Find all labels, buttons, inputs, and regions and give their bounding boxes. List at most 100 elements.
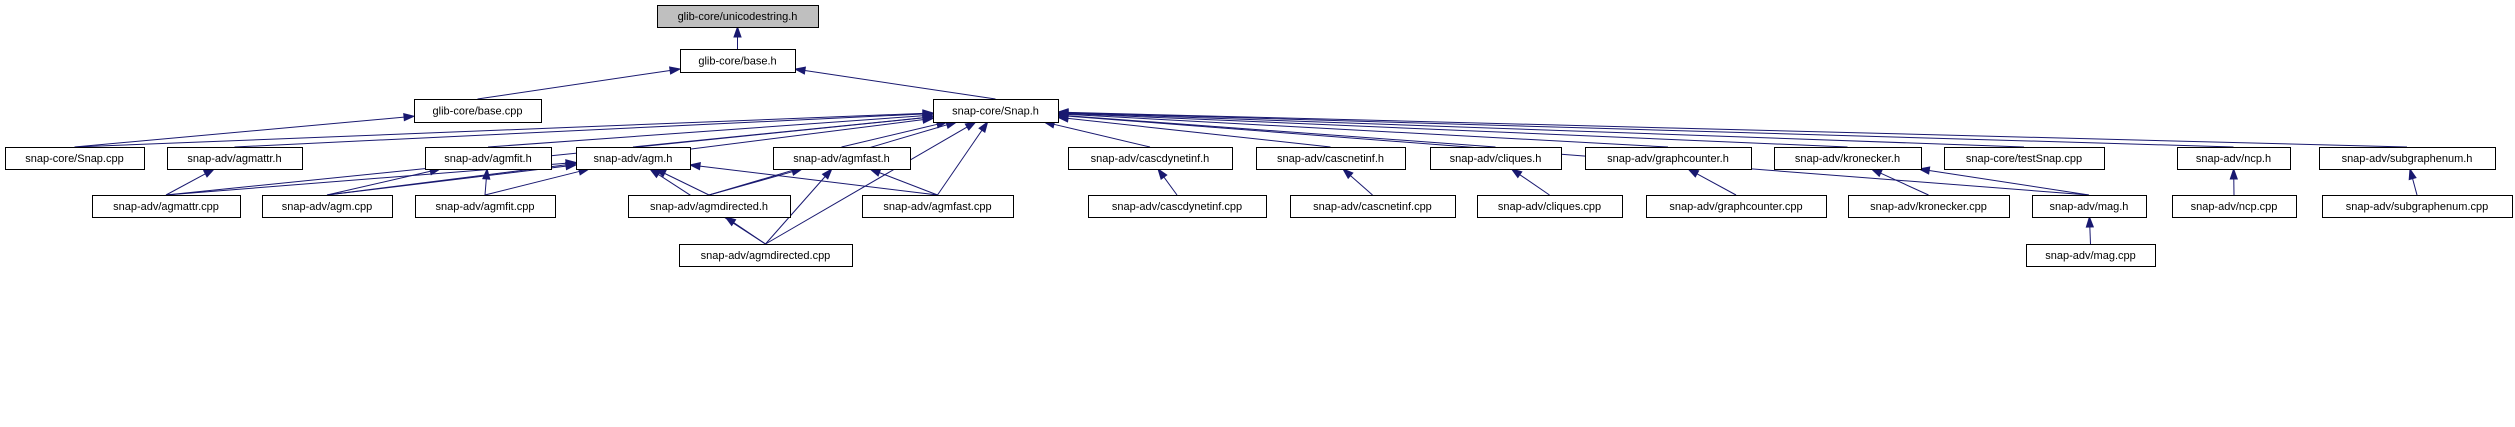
arrowhead-icon bbox=[1686, 168, 1700, 178]
node-box bbox=[576, 147, 691, 170]
node-box bbox=[415, 195, 556, 218]
node-snap-adv-cascnetinf-cpp[interactable]: snap-adv/cascnetinf.cpp bbox=[1290, 195, 1456, 218]
edge-snap-adv-agmattr-cpp-to-snap-adv-agmattr-h bbox=[165, 173, 206, 196]
edge-snap-adv-agmdirected-cpp-to-snap-core-snap-h bbox=[765, 126, 968, 245]
node-snap-adv-agmdirected-cpp[interactable]: snap-adv/agmdirected.cpp bbox=[679, 244, 853, 267]
node-snap-adv-kronecker-cpp[interactable]: snap-adv/kronecker.cpp bbox=[1848, 195, 2010, 218]
arrowhead-icon bbox=[482, 167, 491, 180]
node-snap-adv-cliques-cpp[interactable]: snap-adv/cliques.cpp bbox=[1477, 195, 1623, 218]
node-snap-adv-agmfit-h[interactable]: snap-adv/agmfit.h bbox=[425, 147, 552, 170]
node-box bbox=[680, 49, 796, 73]
edge-snap-adv-subgraphenum-cpp-to-snap-adv-subgraphenum-h bbox=[2412, 178, 2418, 196]
node-label: snap-core/testSnap.cpp bbox=[1966, 153, 2082, 165]
node-snap-adv-agm-cpp[interactable]: snap-adv/agm.cpp bbox=[262, 195, 393, 218]
node-snap-adv-subgraphenum-cpp[interactable]: snap-adv/subgraphenum.cpp bbox=[2322, 195, 2513, 218]
node-label: snap-adv/subgraphenum.cpp bbox=[2346, 201, 2488, 213]
node-snap-adv-mag-h[interactable]: snap-adv/mag.h bbox=[2032, 195, 2147, 218]
arrowhead-icon bbox=[1056, 111, 1069, 121]
edges-layer bbox=[74, 25, 2418, 245]
node-box bbox=[1848, 195, 2010, 218]
edge-snap-adv-agmdirected-h-to-snap-adv-agmfast-h bbox=[708, 171, 793, 196]
node-snap-core-testsnap-cpp[interactable]: snap-core/testSnap.cpp bbox=[1944, 147, 2105, 170]
node-snap-adv-ncp-cpp[interactable]: snap-adv/ncp.cpp bbox=[2172, 195, 2297, 218]
node-snap-adv-mag-cpp[interactable]: snap-adv/mag.cpp bbox=[2026, 244, 2156, 267]
node-box bbox=[1088, 195, 1267, 218]
node-glib-core-base-cpp[interactable]: glib-core/base.cpp bbox=[414, 99, 542, 123]
edge-snap-adv-cascnetinf-cpp-to-snap-adv-cascnetinf-h bbox=[1350, 175, 1373, 196]
edge-snap-adv-agmattr-h-to-snap-core-snap-h bbox=[234, 113, 924, 148]
node-box bbox=[92, 195, 241, 218]
node-label: snap-adv/ncp.cpp bbox=[2191, 201, 2278, 213]
node-snap-core-snap-h[interactable]: snap-core/Snap.h bbox=[933, 99, 1059, 123]
node-label: snap-adv/agm.h bbox=[594, 153, 673, 165]
node-snap-adv-kronecker-h[interactable]: snap-adv/kronecker.h bbox=[1774, 147, 1922, 170]
node-label: snap-adv/mag.cpp bbox=[2045, 250, 2136, 262]
edge-snap-adv-agmfit-cpp-to-snap-adv-agmfit-h bbox=[484, 178, 487, 196]
node-box bbox=[679, 244, 853, 267]
node-box bbox=[2172, 195, 2297, 218]
node-label: snap-adv/ncp.h bbox=[2196, 153, 2271, 165]
edge-snap-adv-cascdynetinf-cpp-to-snap-adv-cascdynetinf-h bbox=[1163, 176, 1178, 196]
nodes-layer: glib-core/unicodestring.h glib-core/base.… bbox=[5, 5, 2513, 267]
node-box bbox=[2177, 147, 2291, 170]
node-snap-adv-graphcounter-h[interactable]: snap-adv/graphcounter.h bbox=[1585, 147, 1752, 170]
node-snap-adv-agmdirected-h[interactable]: snap-adv/agmdirected.h bbox=[628, 195, 791, 218]
node-snap-adv-agmfast-h[interactable]: snap-adv/agmfast.h bbox=[773, 147, 911, 170]
arrowhead-icon bbox=[978, 120, 989, 134]
node-glib-core-base-h[interactable]: glib-core/base.h bbox=[680, 49, 796, 73]
node-label: snap-adv/agmfast.h bbox=[793, 153, 890, 165]
node-snap-adv-agmattr-cpp[interactable]: snap-adv/agmattr.cpp bbox=[92, 195, 241, 218]
arrowhead-icon bbox=[733, 25, 742, 38]
node-box bbox=[2322, 195, 2513, 218]
node-label: snap-adv/agmdirected.h bbox=[650, 201, 768, 213]
edge-snap-adv-cliques-h-to-snap-core-snap-h bbox=[1067, 115, 1496, 148]
node-label: snap-adv/agmfast.cpp bbox=[883, 201, 991, 213]
edge-snap-adv-cascdynetinf-h-to-snap-core-snap-h bbox=[1053, 123, 1151, 148]
node-label: snap-adv/cascnetinf.cpp bbox=[1313, 201, 1432, 213]
node-label: snap-adv/agmfit.h bbox=[444, 153, 531, 165]
arrowhead-icon bbox=[565, 161, 578, 171]
node-snap-adv-graphcounter-cpp[interactable]: snap-adv/graphcounter.cpp bbox=[1646, 195, 1827, 218]
edge-snap-adv-ncp-h-to-snap-core-snap-h bbox=[1067, 112, 2234, 148]
edge-snap-core-testsnap-cpp-to-snap-core-snap-h bbox=[1067, 112, 2025, 148]
node-box bbox=[2026, 244, 2156, 267]
node-snap-adv-agmfit-cpp[interactable]: snap-adv/agmfit.cpp bbox=[415, 195, 556, 218]
arrowhead-icon bbox=[1341, 167, 1354, 180]
arrowhead-icon bbox=[202, 168, 216, 178]
node-label: snap-adv/cliques.cpp bbox=[1498, 201, 1601, 213]
edge-snap-adv-kronecker-h-to-snap-core-snap-h bbox=[1067, 113, 1848, 148]
node-label: snap-adv/agmattr.h bbox=[187, 153, 281, 165]
node-snap-adv-subgraphenum-h[interactable]: snap-adv/subgraphenum.h bbox=[2319, 147, 2496, 170]
node-snap-adv-cascdynetinf-cpp[interactable]: snap-adv/cascdynetinf.cpp bbox=[1088, 195, 1267, 218]
edge-snap-adv-agmfit-cpp-to-snap-adv-agm-h bbox=[484, 170, 580, 196]
node-box bbox=[1477, 195, 1623, 218]
arrowhead-icon bbox=[668, 66, 682, 75]
node-snap-adv-cascdynetinf-h[interactable]: snap-adv/cascdynetinf.h bbox=[1068, 147, 1233, 170]
arrowhead-icon bbox=[2085, 215, 2095, 228]
arrowhead-icon bbox=[1157, 167, 1168, 180]
edge-snap-adv-mag-h-to-snap-adv-kronecker-h bbox=[1929, 170, 2090, 196]
node-label: snap-core/Snap.cpp bbox=[25, 153, 123, 165]
node-snap-adv-agmfast-cpp[interactable]: snap-adv/agmfast.cpp bbox=[862, 195, 1014, 218]
node-label: snap-adv/agmattr.cpp bbox=[113, 201, 219, 213]
node-snap-adv-cascnetinf-h[interactable]: snap-adv/cascnetinf.h bbox=[1256, 147, 1406, 170]
node-snap-adv-agmattr-h[interactable]: snap-adv/agmattr.h bbox=[167, 147, 303, 170]
node-snap-adv-ncp-h[interactable]: snap-adv/ncp.h bbox=[2177, 147, 2291, 170]
edge-snap-adv-agmfast-h-to-snap-core-snap-h bbox=[841, 123, 938, 148]
arrowhead-icon bbox=[1510, 168, 1523, 179]
node-box bbox=[167, 147, 303, 170]
node-box bbox=[773, 147, 911, 170]
edge-snap-core-snap-cpp-to-glib-core-base-cpp bbox=[74, 116, 405, 148]
arrowhead-icon bbox=[793, 66, 807, 75]
node-box bbox=[425, 147, 552, 170]
node-snap-adv-cliques-h[interactable]: snap-adv/cliques.h bbox=[1430, 147, 1562, 170]
edge-snap-adv-graphcounter-cpp-to-snap-adv-graphcounter-h bbox=[1696, 173, 1737, 196]
node-label: snap-adv/cliques.h bbox=[1450, 153, 1542, 165]
edge-snap-adv-cascnetinf-h-to-snap-core-snap-h bbox=[1067, 117, 1331, 148]
node-snap-adv-agm-h[interactable]: snap-adv/agm.h bbox=[576, 147, 691, 170]
node-snap-core-snap-cpp[interactable]: snap-core/Snap.cpp bbox=[5, 147, 145, 170]
arrowhead-icon bbox=[821, 167, 833, 180]
node-label: snap-adv/agm.cpp bbox=[282, 201, 373, 213]
node-box bbox=[2319, 147, 2496, 170]
